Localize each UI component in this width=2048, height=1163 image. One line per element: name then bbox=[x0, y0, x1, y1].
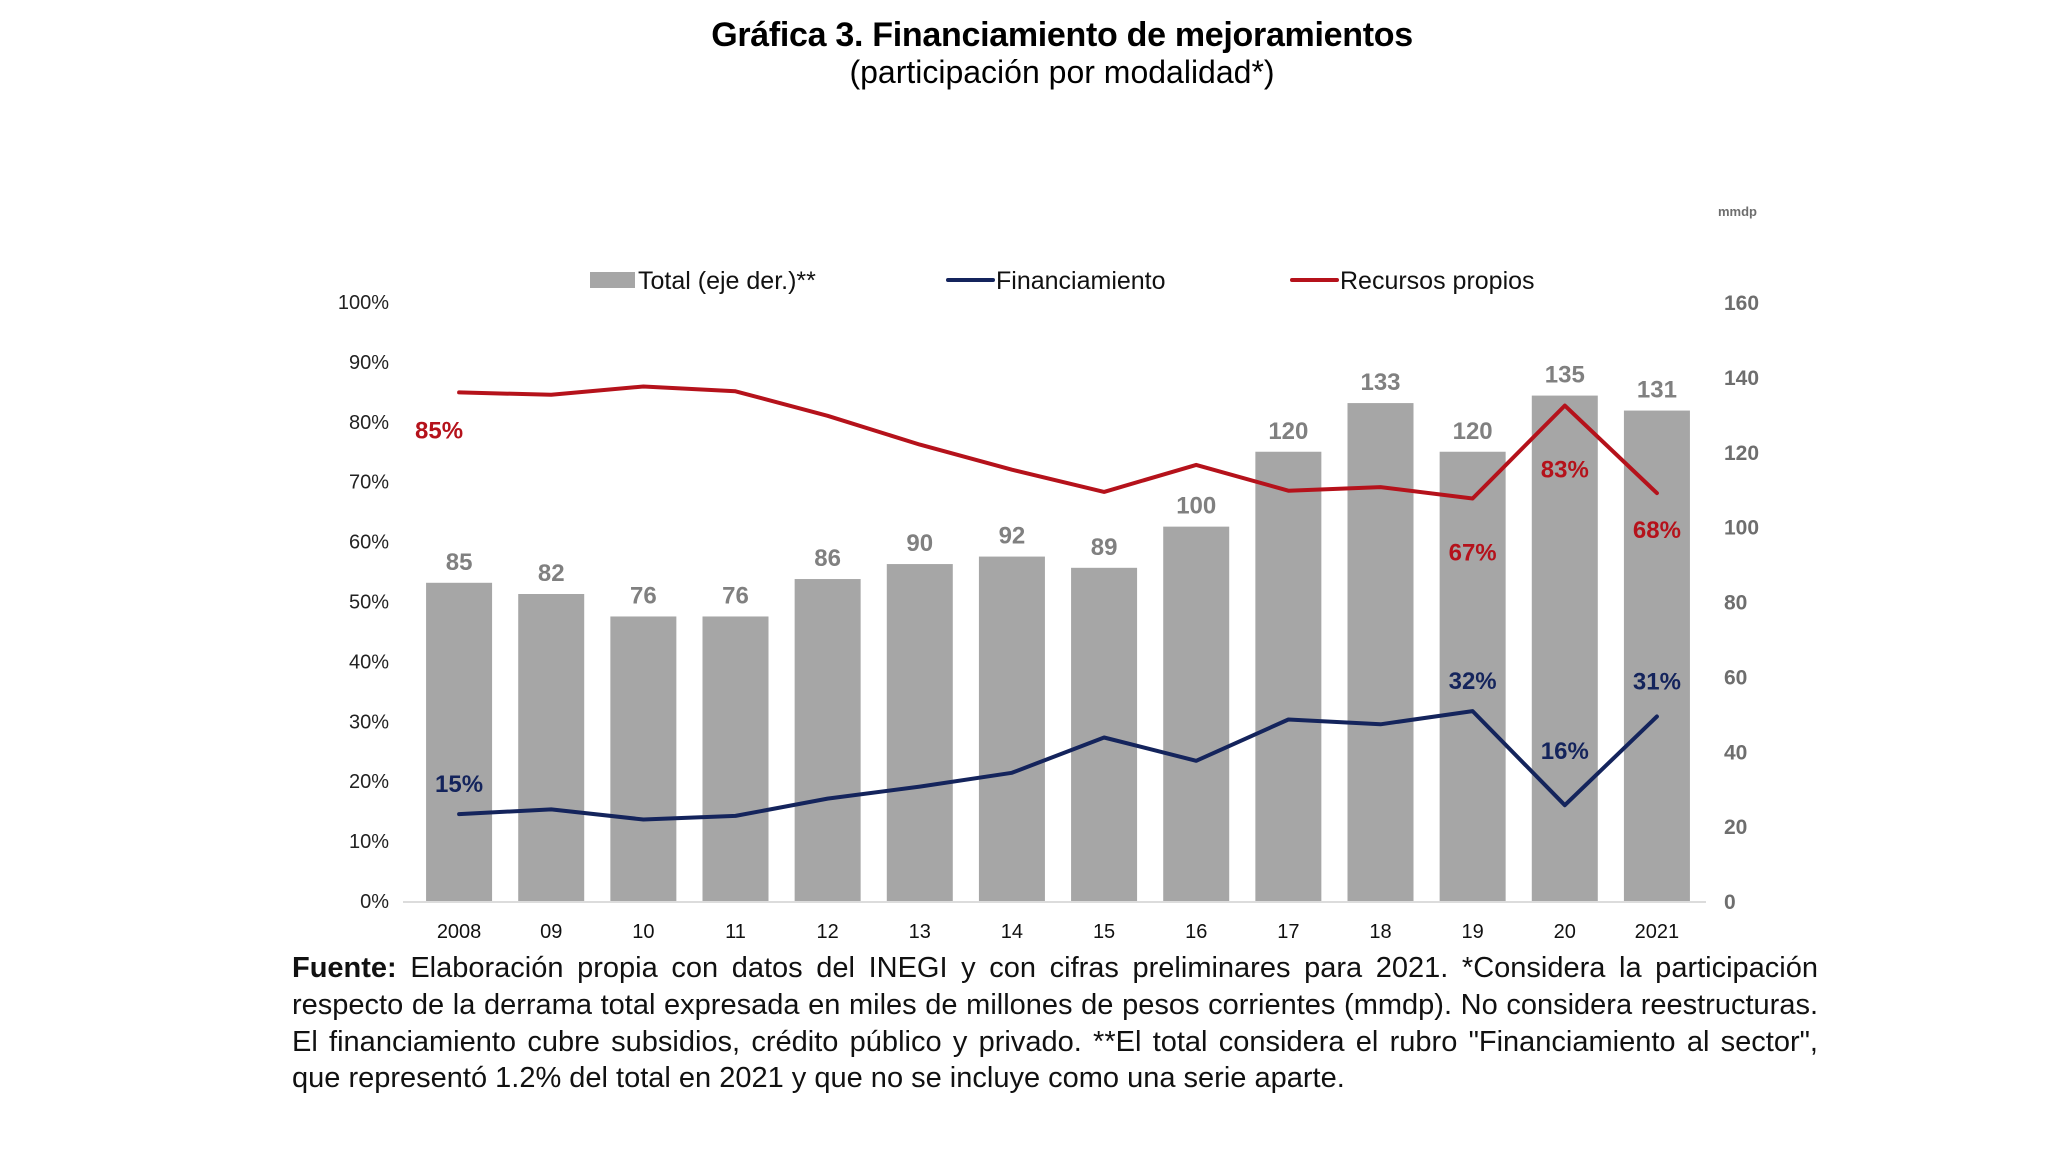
footnote-source-label: Fuente: bbox=[292, 952, 397, 984]
x-axis-tick-label: 11 bbox=[725, 921, 746, 943]
legend-label: Total (eje der.)** bbox=[638, 267, 816, 295]
bar-data-label: 82 bbox=[538, 560, 565, 587]
line-data-label: 83% bbox=[1541, 457, 1589, 484]
left-axis-tick-label: 10% bbox=[349, 831, 389, 853]
bar bbox=[1163, 526, 1230, 901]
footnote-text: Elaboración propia con datos del INEGI y… bbox=[292, 952, 1818, 1095]
x-axis-tick-label: 09 bbox=[540, 921, 562, 943]
x-axis-tick-label: 19 bbox=[1462, 921, 1484, 943]
bar bbox=[978, 556, 1045, 901]
right-axis: 0 20 40 60 80 100 120 140 160 mmdp bbox=[1718, 204, 1759, 914]
right-axis-tick-label: 160 bbox=[1724, 292, 1759, 315]
line-data-label: 16% bbox=[1541, 738, 1589, 765]
left-axis-tick-label: 40% bbox=[349, 651, 389, 673]
right-axis-tick-label: 140 bbox=[1724, 367, 1759, 390]
x-axis-tick-label: 13 bbox=[909, 921, 931, 943]
series-lines: 15% 32% 16% 31% 85% 67% 83% 68% bbox=[415, 384, 1681, 822]
x-axis-tick-label: 15 bbox=[1093, 921, 1115, 943]
bar-data-label: 100 bbox=[1176, 493, 1216, 520]
right-axis-tick-label: 0 bbox=[1724, 891, 1736, 914]
bar bbox=[1623, 410, 1690, 901]
bar-data-label: 120 bbox=[1268, 418, 1308, 445]
bar bbox=[886, 564, 953, 901]
x-axis-tick-label: 14 bbox=[1001, 921, 1023, 943]
bar-data-label: 90 bbox=[906, 530, 933, 557]
line-financiamiento bbox=[457, 709, 1659, 822]
left-axis-tick-label: 90% bbox=[349, 352, 389, 374]
left-axis-tick-label: 60% bbox=[349, 532, 389, 554]
bar bbox=[518, 594, 585, 901]
right-axis-tick-label: 40 bbox=[1724, 741, 1747, 764]
bar-data-label: 120 bbox=[1453, 418, 1493, 445]
left-axis: 0% 10% 20% 30% 40% 50% 60% 70% 80% 90% 100% bbox=[338, 292, 389, 913]
bar-data-label: 85 bbox=[446, 549, 473, 576]
left-axis-tick-label: 50% bbox=[349, 592, 389, 614]
bar-data-label: 86 bbox=[814, 545, 841, 572]
x-axis-tick-label: 12 bbox=[817, 921, 839, 943]
bar bbox=[702, 616, 769, 901]
right-axis-tick-label: 100 bbox=[1724, 517, 1759, 540]
x-axis-tick-label: 17 bbox=[1277, 921, 1299, 943]
bar bbox=[1531, 395, 1598, 901]
line-data-label: 67% bbox=[1449, 539, 1497, 566]
right-axis-unit-label: mmdp bbox=[1718, 204, 1757, 219]
left-axis-tick-label: 0% bbox=[360, 891, 389, 913]
bar-data-label: 92 bbox=[999, 523, 1026, 550]
left-axis-tick-label: 80% bbox=[349, 412, 389, 434]
bar-data-label: 76 bbox=[630, 582, 657, 609]
chart-subtitle: (participación por modalidad*) bbox=[849, 54, 1275, 90]
left-axis-tick-label: 20% bbox=[349, 771, 389, 793]
right-axis-tick-label: 20 bbox=[1724, 816, 1747, 839]
right-axis-tick-label: 60 bbox=[1724, 666, 1747, 689]
x-axis-labels: 2008 09 10 11 12 13 14 15 16 17 18 19 20 2021 bbox=[437, 921, 1679, 943]
right-axis-tick-label: 120 bbox=[1724, 442, 1759, 465]
left-axis-tick-label: 30% bbox=[349, 711, 389, 733]
x-axis-tick-label: 2021 bbox=[1635, 921, 1680, 943]
x-axis-tick-label: 18 bbox=[1369, 921, 1391, 943]
bar-data-label: 135 bbox=[1545, 362, 1585, 389]
x-axis-tick-label: 16 bbox=[1185, 921, 1207, 943]
bar-data-label: 76 bbox=[722, 582, 749, 609]
bar-data-label: 131 bbox=[1637, 377, 1677, 404]
line-data-label: 31% bbox=[1633, 669, 1681, 696]
x-axis-tick-label: 10 bbox=[632, 921, 654, 943]
legend-label: Recursos propios bbox=[1340, 267, 1535, 295]
line-data-label: 32% bbox=[1449, 668, 1497, 695]
bars-total: 85 82 76 76 86 90 92 89 100 120 133 120 135 131 bbox=[426, 362, 1690, 901]
bar bbox=[1255, 451, 1322, 901]
bar-data-label: 89 bbox=[1091, 534, 1118, 561]
bar bbox=[1347, 403, 1414, 901]
line-data-label: 85% bbox=[415, 417, 463, 444]
chart-title: Gráfica 3. Financiamiento de mejoramient… bbox=[711, 16, 1413, 54]
legend-swatch-bar bbox=[590, 272, 635, 288]
bar-data-label: 133 bbox=[1360, 369, 1400, 396]
bar bbox=[794, 579, 861, 901]
bar bbox=[426, 582, 493, 901]
bar bbox=[1439, 451, 1506, 901]
line-data-label: 15% bbox=[435, 771, 483, 798]
right-axis-tick-label: 80 bbox=[1724, 592, 1747, 615]
x-axis-tick-label: 2008 bbox=[437, 921, 482, 943]
legend-label: Financiamiento bbox=[996, 267, 1166, 295]
line-data-label: 68% bbox=[1633, 517, 1681, 544]
bar bbox=[610, 616, 677, 901]
bar bbox=[1071, 567, 1138, 901]
footnote: Fuente: Elaboración propia con datos del… bbox=[292, 950, 1818, 1097]
legend: Total (eje der.)** Financiamiento Recursos… bbox=[590, 267, 1535, 295]
left-axis-tick-label: 70% bbox=[349, 472, 389, 494]
x-axis-tick-label: 20 bbox=[1554, 921, 1576, 943]
left-axis-tick-label: 100% bbox=[338, 292, 389, 314]
line-recursos-propios bbox=[457, 384, 1659, 501]
